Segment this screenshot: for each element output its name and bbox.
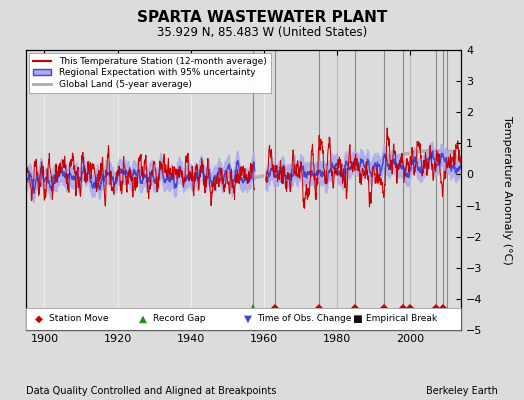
Text: SPARTA WASTEWATER PLANT: SPARTA WASTEWATER PLANT — [137, 10, 387, 25]
Text: Station Move: Station Move — [49, 314, 108, 323]
Text: Time of Obs. Change: Time of Obs. Change — [258, 314, 352, 323]
Text: 35.929 N, 85.483 W (United States): 35.929 N, 85.483 W (United States) — [157, 26, 367, 39]
Legend: This Temperature Station (12-month average), Regional Expectation with 95% uncer: This Temperature Station (12-month avera… — [29, 53, 271, 93]
Text: Data Quality Controlled and Aligned at Breakpoints: Data Quality Controlled and Aligned at B… — [26, 386, 277, 396]
Text: ■: ■ — [352, 314, 362, 324]
Text: ▲: ▲ — [139, 314, 147, 324]
Text: ▼: ▼ — [244, 314, 252, 324]
Text: Empirical Break: Empirical Break — [366, 314, 438, 323]
Text: Record Gap: Record Gap — [153, 314, 206, 323]
Text: ◆: ◆ — [35, 314, 43, 324]
Y-axis label: Temperature Anomaly (°C): Temperature Anomaly (°C) — [502, 116, 512, 264]
Text: Berkeley Earth: Berkeley Earth — [426, 386, 498, 396]
